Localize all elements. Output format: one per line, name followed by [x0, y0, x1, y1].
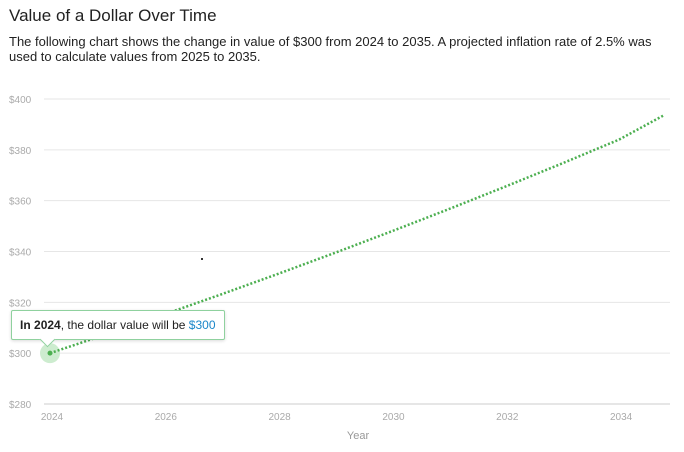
data-point-2028[interactable] [276, 272, 280, 276]
page-title: Value of a Dollar Over Time [9, 6, 217, 25]
data-point-2035[interactable] [662, 113, 666, 117]
x-axis-label: Year [347, 430, 370, 442]
y-tick-label: $320 [9, 298, 32, 309]
tooltip-value: $300 [188, 318, 216, 332]
y-tick-label: $380 [9, 146, 32, 157]
x-axis-ticks: 2024 2026 2028 2030 2032 2034 [41, 412, 633, 423]
highlighted-point[interactable] [47, 350, 53, 356]
y-tick-label: $340 [9, 248, 32, 259]
x-tick-label: 2026 [155, 412, 178, 423]
tooltip-year: 2024 [34, 318, 61, 332]
chart-description: The following chart shows the change in … [9, 34, 652, 64]
data-point-2031[interactable] [446, 207, 450, 211]
data-point-2029[interactable] [333, 251, 337, 255]
y-tick-label: $300 [9, 349, 32, 360]
y-tick-label: $400 [9, 95, 32, 106]
data-point-2033[interactable] [560, 161, 564, 165]
data-point-2032[interactable] [503, 185, 507, 189]
series-layer [40, 113, 666, 364]
x-tick-label: 2032 [496, 412, 519, 423]
y-axis-ticks: $280 $300 $320 $340 $360 $380 $400 [9, 95, 32, 411]
series-line[interactable] [49, 114, 665, 355]
stray-dot [201, 258, 203, 260]
data-point-2034[interactable] [617, 138, 621, 142]
y-tick-label: $280 [9, 400, 32, 411]
x-tick-label: 2024 [41, 412, 64, 423]
x-tick-label: 2028 [269, 412, 292, 423]
tooltip-text: , the dollar value will be [60, 318, 186, 332]
data-point-2027[interactable] [219, 293, 223, 297]
grid-lines [44, 98, 670, 405]
data-point-2030[interactable] [389, 229, 393, 233]
x-tick-label: 2030 [382, 412, 405, 423]
chart-tooltip: In 2024, the dollar value will be $300 [11, 310, 225, 348]
y-tick-label: $360 [9, 197, 32, 208]
x-tick-label: 2034 [610, 412, 633, 423]
tooltip-prefix: In [20, 318, 31, 332]
